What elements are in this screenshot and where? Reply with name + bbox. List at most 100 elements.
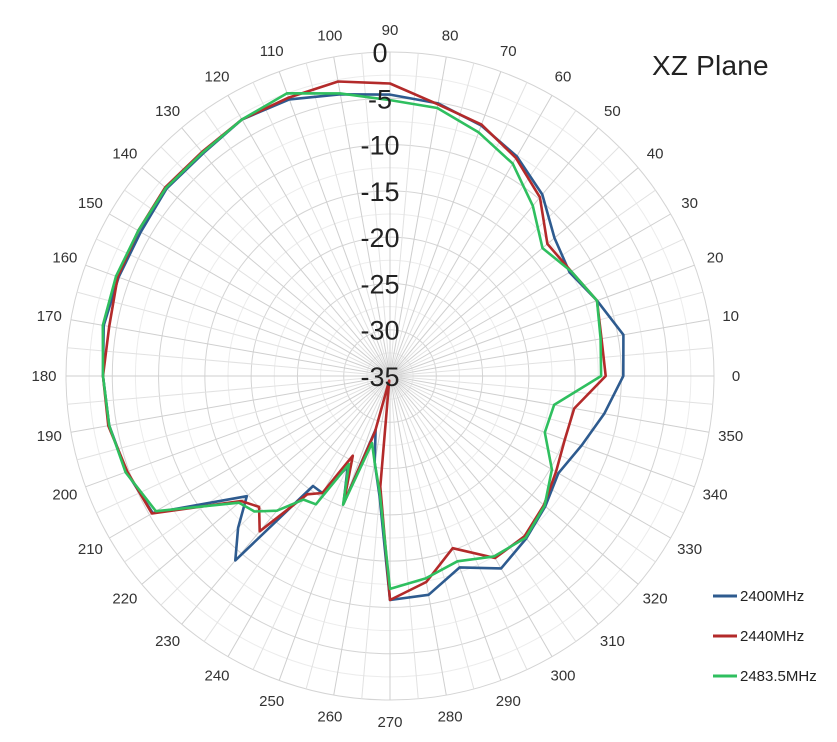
grid-spoke xyxy=(389,53,419,377)
grid-spoke xyxy=(181,375,391,625)
grid-spoke xyxy=(389,213,671,377)
grid-spoke xyxy=(389,375,620,606)
grid-spoke xyxy=(389,56,447,377)
series-line-2400mhz xyxy=(101,93,625,602)
axis-labels: 0 10 20 30 40 50 60 70 80 90 100 110 120 130 140 150 160… xyxy=(31,22,743,731)
grid-spoke xyxy=(389,264,695,377)
angle-tick-label: 290 xyxy=(496,693,521,710)
grid-spoke xyxy=(389,110,577,377)
grid-spoke xyxy=(389,375,419,699)
angle-tick-label: 0 xyxy=(732,368,740,385)
angle-tick-label: 170 xyxy=(37,308,62,325)
angle-tick-label: 30 xyxy=(681,195,698,212)
grid-spoke xyxy=(333,375,391,696)
grid-spoke xyxy=(76,375,391,461)
grid-spoke xyxy=(389,375,553,657)
grid-spoke xyxy=(389,375,713,405)
legend-label: 2483.5MHz xyxy=(740,668,817,685)
grid-spoke xyxy=(141,167,391,377)
grid-spoke xyxy=(160,146,391,377)
radial-tick-label: -30 xyxy=(360,316,399,346)
angle-tick-label: 260 xyxy=(317,709,342,726)
grid-spoke xyxy=(67,375,391,405)
grid-spoke xyxy=(389,375,656,563)
angle-tick-label: 90 xyxy=(382,22,399,39)
grid-spoke xyxy=(389,375,447,696)
angle-tick-label: 70 xyxy=(500,43,517,60)
grid-spoke xyxy=(389,375,475,690)
chart-title: XZ Plane xyxy=(652,50,769,81)
series-line-2483-5mhz xyxy=(101,92,603,591)
radial-tick-label: -10 xyxy=(360,131,399,161)
grid-spoke xyxy=(389,291,704,377)
radial-tick-label: -15 xyxy=(360,177,399,207)
grid-spoke xyxy=(389,319,710,377)
angle-tick-label: 330 xyxy=(677,541,702,558)
grid-spoke xyxy=(389,375,599,625)
grid-spoke xyxy=(252,82,391,377)
grid-spoke xyxy=(76,291,391,377)
grid-spoke xyxy=(67,347,391,377)
grid-spoke xyxy=(203,110,391,377)
grid-spoke xyxy=(227,95,391,377)
angle-tick-label: 270 xyxy=(377,714,402,731)
grid-spoke xyxy=(252,375,391,670)
grid-spoke xyxy=(389,375,502,681)
polar-grid xyxy=(65,51,715,701)
legend-label: 2440MHz xyxy=(740,628,804,645)
angle-tick-label: 50 xyxy=(604,103,621,120)
angle-tick-label: 140 xyxy=(112,146,137,163)
grid-spoke xyxy=(160,375,391,606)
grid-spoke xyxy=(227,375,391,657)
grid-spoke xyxy=(141,375,391,585)
radial-tick-label: 0 xyxy=(372,38,387,68)
angle-tick-label: 190 xyxy=(37,428,62,445)
angle-tick-label: 310 xyxy=(600,633,625,650)
angle-tick-label: 120 xyxy=(204,68,229,85)
grid-spoke xyxy=(389,375,639,585)
grid-spoke xyxy=(124,375,391,563)
angle-tick-label: 300 xyxy=(550,668,575,685)
grid-spoke xyxy=(278,71,391,377)
angle-tick-label: 150 xyxy=(78,195,103,212)
angle-tick-label: 250 xyxy=(259,693,284,710)
angle-tick-label: 110 xyxy=(260,43,284,60)
angle-tick-label: 340 xyxy=(703,486,728,503)
grid-spoke xyxy=(389,62,475,377)
radial-tick-label: -20 xyxy=(360,223,399,253)
angle-tick-label: 320 xyxy=(643,590,668,607)
angle-tick-label: 180 xyxy=(31,368,56,385)
grid-spoke xyxy=(278,375,391,681)
grid-spoke xyxy=(85,264,391,377)
grid-spoke xyxy=(389,347,713,377)
grid-spoke xyxy=(389,375,528,670)
grid-spoke xyxy=(389,375,704,461)
angle-tick-label: 280 xyxy=(438,709,463,726)
angle-tick-label: 210 xyxy=(78,541,103,558)
angle-tick-label: 80 xyxy=(442,27,459,44)
grid-spoke xyxy=(181,127,391,377)
grid-spoke xyxy=(389,127,599,377)
grid-spoke xyxy=(389,71,502,377)
grid-spoke xyxy=(389,189,656,377)
angle-tick-label: 100 xyxy=(317,27,342,44)
grid-spoke xyxy=(96,375,391,514)
angle-tick-label: 160 xyxy=(52,250,77,267)
angle-tick-label: 20 xyxy=(707,250,724,267)
angle-tick-label: 200 xyxy=(52,486,77,503)
grid-spoke xyxy=(70,375,391,433)
angle-tick-label: 60 xyxy=(555,68,572,85)
angle-tick-label: 350 xyxy=(718,428,743,445)
grid-spoke xyxy=(124,189,391,377)
angle-tick-label: 230 xyxy=(155,633,180,650)
grid-spoke xyxy=(389,375,684,514)
grid-spoke xyxy=(96,238,391,377)
grid-spoke xyxy=(70,319,391,377)
angle-tick-label: 40 xyxy=(647,146,664,163)
grid-spoke xyxy=(389,167,639,377)
grid-spoke xyxy=(85,375,391,488)
grid-spoke xyxy=(305,62,391,377)
grid-spoke xyxy=(361,53,391,377)
grid-spoke xyxy=(389,375,695,488)
